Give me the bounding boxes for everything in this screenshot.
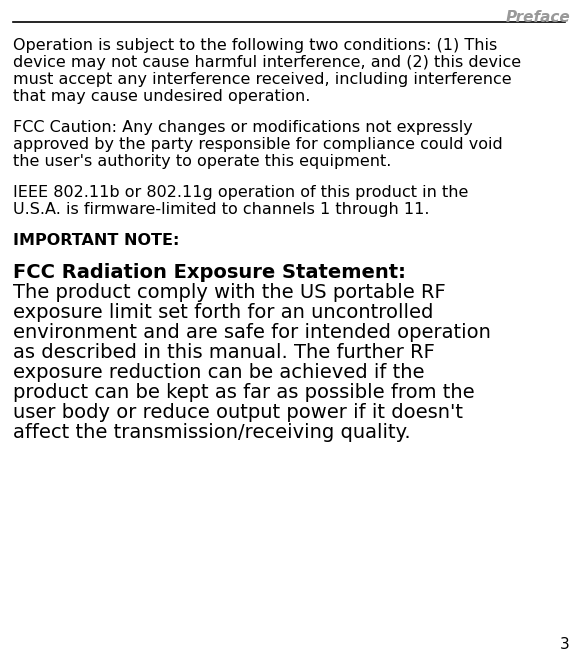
Text: user body or reduce output power if it doesn't: user body or reduce output power if it d… <box>13 403 463 422</box>
Text: IEEE 802.11b or 802.11g operation of this product in the: IEEE 802.11b or 802.11g operation of thi… <box>13 185 468 200</box>
Text: 3: 3 <box>560 637 570 652</box>
Text: must accept any interference received, including interference: must accept any interference received, i… <box>13 72 512 87</box>
Text: that may cause undesired operation.: that may cause undesired operation. <box>13 89 310 104</box>
Text: FCC Caution: Any changes or modifications not expressly: FCC Caution: Any changes or modification… <box>13 120 473 135</box>
Text: exposure limit set forth for an uncontrolled: exposure limit set forth for an uncontro… <box>13 303 434 322</box>
Text: environment and are safe for intended operation: environment and are safe for intended op… <box>13 323 491 342</box>
Text: affect the transmission/receiving quality.: affect the transmission/receiving qualit… <box>13 423 410 442</box>
Text: device may not cause harmful interference, and (2) this device: device may not cause harmful interferenc… <box>13 55 521 70</box>
Text: U.S.A. is firmware-limited to channels 1 through 11.: U.S.A. is firmware-limited to channels 1… <box>13 202 429 217</box>
Text: product can be kept as far as possible from the: product can be kept as far as possible f… <box>13 383 475 402</box>
Text: The product comply with the US portable RF: The product comply with the US portable … <box>13 283 446 302</box>
Text: Operation is subject to the following two conditions: (1) This: Operation is subject to the following tw… <box>13 38 497 53</box>
Text: IMPORTANT NOTE:: IMPORTANT NOTE: <box>13 233 179 248</box>
Text: as described in this manual. The further RF: as described in this manual. The further… <box>13 343 435 362</box>
Text: the user's authority to operate this equipment.: the user's authority to operate this equ… <box>13 154 391 169</box>
Text: exposure reduction can be achieved if the: exposure reduction can be achieved if th… <box>13 363 424 382</box>
Text: approved by the party responsible for compliance could void: approved by the party responsible for co… <box>13 137 503 152</box>
Text: FCC Radiation Exposure Statement:: FCC Radiation Exposure Statement: <box>13 263 406 282</box>
Text: Preface: Preface <box>505 10 570 25</box>
